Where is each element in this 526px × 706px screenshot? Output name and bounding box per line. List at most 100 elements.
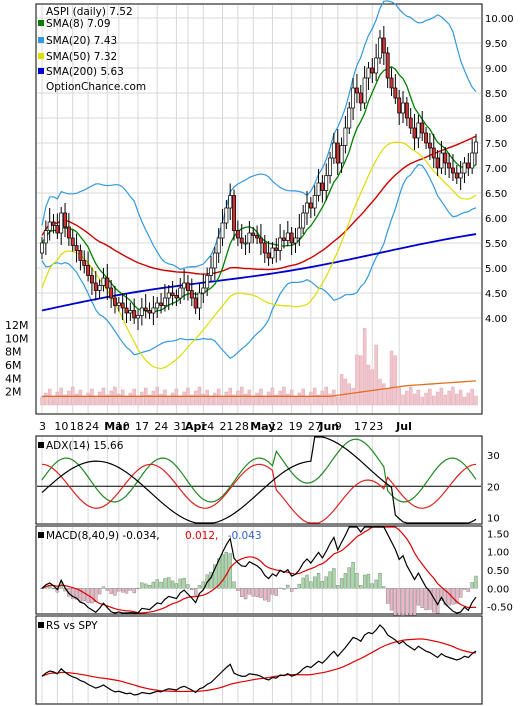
- adx-panel: 30 20 10 ADX(14) 15.66: [35, 435, 500, 525]
- volume-bar: [205, 389, 209, 406]
- macd-histogram-bar: [71, 588, 75, 599]
- volume-bar: [201, 393, 206, 406]
- candle-body: [451, 167, 455, 174]
- volume-bar: [209, 396, 213, 406]
- volume-bar: [178, 395, 182, 406]
- volume-bar: [236, 390, 240, 406]
- macd-histogram-bar: [297, 583, 301, 589]
- macd-signal-line: [41, 526, 477, 614]
- macd-histogram-bar: [466, 588, 470, 592]
- volume-bar: [117, 393, 121, 406]
- volume-bar: [435, 391, 440, 406]
- macd-histogram-bar: [217, 558, 221, 589]
- rs-average-line: [41, 638, 477, 693]
- macd-histogram-bar: [220, 554, 225, 589]
- price-tick-label: 9.50: [485, 39, 507, 50]
- macd-histogram-bar: [378, 572, 382, 589]
- macd-histogram-bar: [117, 588, 121, 592]
- volume-bar: [393, 355, 398, 406]
- macd-histogram-bar: [424, 588, 428, 611]
- volume-bar: [274, 394, 278, 406]
- volume-bar: [263, 395, 267, 406]
- price-tick-label: 8.50: [485, 89, 507, 100]
- macd-histogram-bar: [140, 582, 144, 589]
- candle-body: [347, 107, 352, 129]
- candle-body: [462, 162, 467, 174]
- volume-bar: [389, 350, 394, 406]
- volume-bar: [193, 390, 198, 406]
- volume-bar: [90, 388, 94, 406]
- candle-body: [74, 245, 79, 251]
- candle-body: [328, 157, 333, 176]
- candle-body: [205, 275, 210, 289]
- macd-histogram-bar: [286, 584, 290, 589]
- macd-axis: 1.50 1.00 0.50 0.00 -0.50: [487, 529, 513, 613]
- macd-histogram-bar: [190, 588, 194, 590]
- macd-histogram-bar: [339, 578, 344, 589]
- volume-bar: [424, 392, 428, 406]
- volume-bar: [97, 391, 102, 406]
- candle-body: [466, 162, 471, 169]
- candle-body: [51, 221, 56, 226]
- volume-bar: [55, 391, 60, 406]
- volume-bar: [216, 388, 221, 406]
- macd-histogram-bar: [197, 585, 202, 589]
- candles: [40, 26, 478, 330]
- macd-histogram-bar: [182, 577, 186, 589]
- price-tick-label: 7.50: [485, 139, 507, 150]
- volume-bar: [362, 328, 367, 406]
- volume-bar: [140, 391, 144, 406]
- candle-body: [305, 202, 309, 214]
- candle-body: [293, 237, 298, 244]
- candle-body: [209, 267, 213, 276]
- price-tick-label: 8.00: [485, 114, 507, 125]
- adx-line: [41, 436, 477, 524]
- macd-histogram-bar: [370, 583, 374, 589]
- macd-tick-label: 0.00: [487, 584, 509, 595]
- candle-body: [435, 157, 440, 169]
- date-tick-label: Jun: [318, 420, 339, 433]
- bollinger-lower: [41, 163, 477, 359]
- volume-bar: [190, 394, 194, 406]
- price-tick-label: 5.00: [485, 264, 507, 275]
- volume-bar: [397, 387, 401, 406]
- candle-body: [139, 307, 144, 316]
- macd-line: [41, 526, 477, 614]
- legend-sma8: SMA(8) 7.09: [46, 18, 111, 30]
- price-tick-label: 10.00: [485, 14, 514, 25]
- volume-bar: [328, 393, 332, 406]
- macd-histogram-bar: [309, 581, 313, 589]
- volume-bar: [44, 392, 48, 406]
- candle-body: [228, 195, 233, 209]
- macd-histogram-bar: [447, 588, 451, 606]
- volume-bar: [401, 394, 405, 406]
- macd-histogram-bar: [113, 588, 117, 596]
- volume-bar: [466, 392, 471, 406]
- macd-histogram-bar: [293, 588, 298, 589]
- volume-bar: [51, 395, 56, 406]
- macd-histogram-bar: [366, 573, 371, 589]
- volume-bar: [163, 389, 167, 406]
- candle-body: [416, 122, 421, 139]
- candle-body: [366, 67, 371, 79]
- volume-bar: [82, 396, 86, 406]
- macd-histogram-bar: [167, 577, 171, 589]
- macd-histogram-bar: [328, 571, 332, 589]
- candle-body: [362, 77, 367, 104]
- macd-histogram-bar: [474, 575, 478, 589]
- macd-histogram-bar: [159, 581, 163, 589]
- source-label: OptionChance.com: [46, 81, 146, 93]
- candle-body: [389, 77, 394, 89]
- macd-histogram-bar: [224, 552, 229, 589]
- candle-body: [82, 260, 87, 266]
- sma8-line: [41, 66, 477, 313]
- volume-tick-label: 2M: [5, 386, 22, 399]
- macd-histogram-bar: [147, 585, 152, 589]
- legend-swatch-sma200: [38, 68, 44, 74]
- date-tick-label: 23: [369, 420, 383, 433]
- candle-body: [178, 287, 183, 299]
- macd-histogram-bar: [382, 586, 386, 589]
- macd-histogram-bar: [420, 588, 424, 608]
